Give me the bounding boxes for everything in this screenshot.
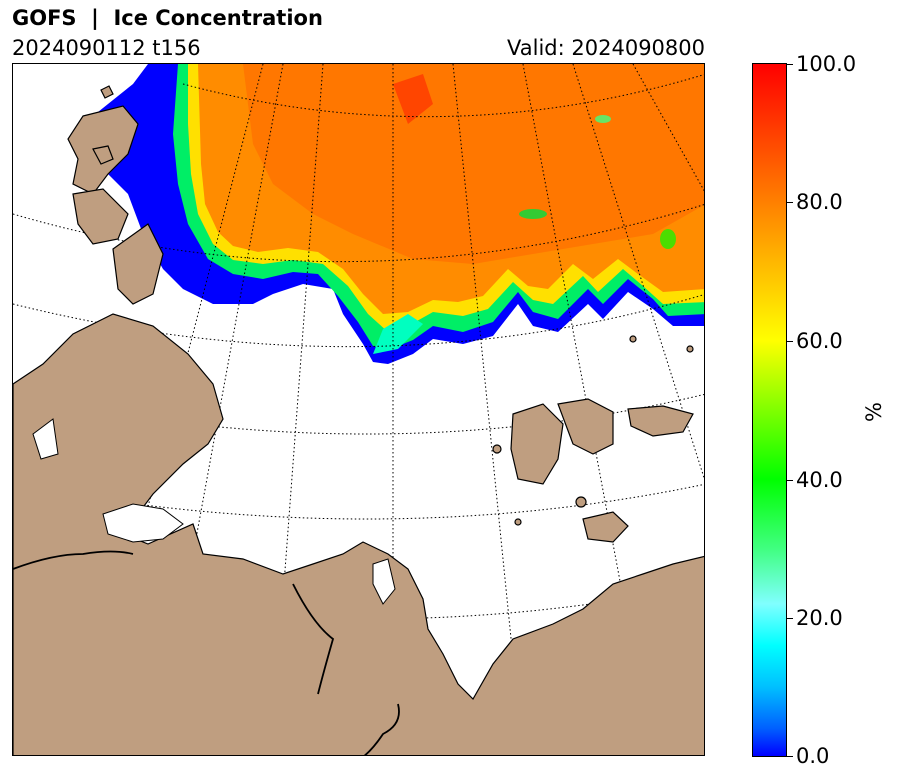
colorbar-tick — [787, 64, 793, 65]
map-title: GOFS | Ice Concentration — [12, 6, 323, 30]
colorbar-tick-label: 20.0 — [796, 606, 843, 630]
map-panel — [12, 63, 705, 756]
inland-waters — [32, 418, 396, 605]
colorbar-tick-label: 40.0 — [796, 468, 843, 492]
colorbar-tick — [787, 756, 793, 757]
colorbar-tick-label: 0.0 — [796, 744, 830, 768]
colorbar-tick — [787, 341, 793, 342]
run-label: 2024090112 t156 — [12, 36, 201, 60]
colorbar-tick — [787, 480, 793, 481]
valid-time-label: Valid: 2024090800 — [507, 36, 705, 60]
colorbar-tick-label: 100.0 — [796, 52, 857, 76]
sea-ice-field — [83, 64, 704, 364]
colorbar-tick — [787, 202, 793, 203]
colorbar-tick-label: 80.0 — [796, 190, 843, 214]
colorbar-tick — [787, 618, 793, 619]
rivers — [13, 550, 400, 755]
land-masses — [13, 85, 704, 755]
colorbar — [752, 63, 787, 757]
colorbar-unit-label: % — [861, 402, 886, 422]
colorbar-tick-label: 60.0 — [796, 329, 843, 353]
